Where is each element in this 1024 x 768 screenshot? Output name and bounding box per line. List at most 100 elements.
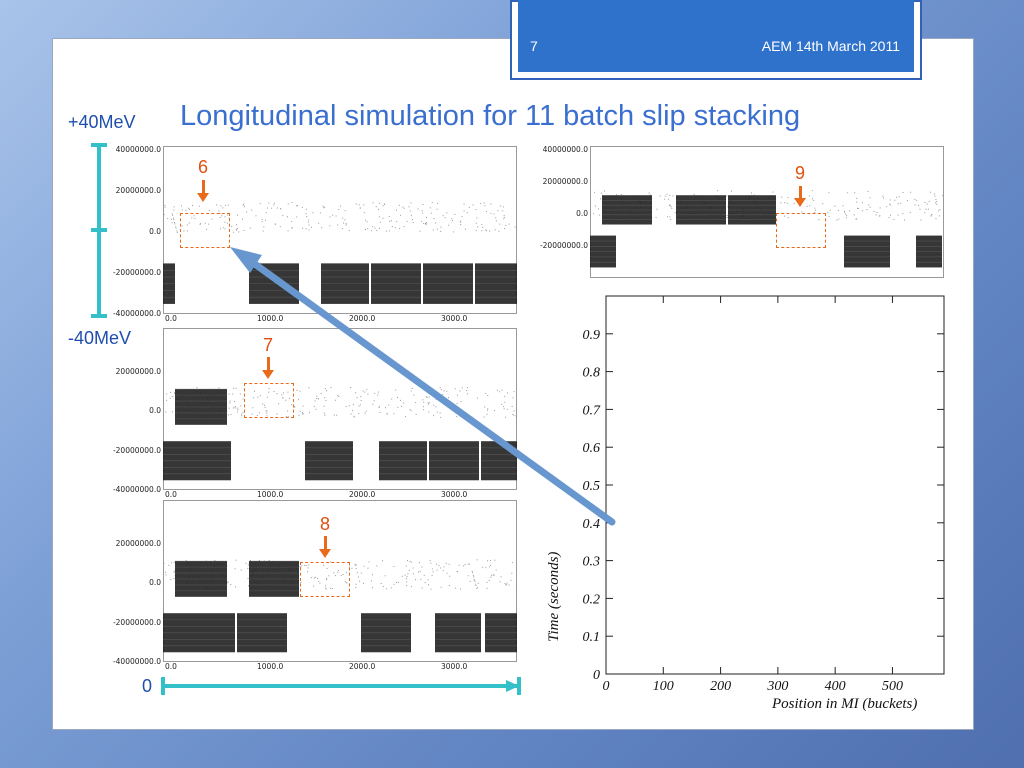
particle-bunch [429, 441, 479, 481]
particle-bunch [435, 613, 481, 653]
slide-footer-text: AEM 14th March 2011 [761, 38, 900, 54]
chart-y-tick-label: 0.7 [583, 403, 602, 418]
particle-bunch [371, 263, 421, 304]
phase-space-y-tick: 20000000.0 [542, 177, 588, 186]
particle-bunch [163, 613, 235, 653]
chart-x-tick-label: 200 [710, 679, 731, 694]
phase-space-y-tick: 0.0 [149, 578, 161, 587]
empty-bucket-marker-8 [300, 562, 350, 597]
chart-y-tick-label: 0.2 [583, 592, 601, 607]
chart-x-axis-label: Position in MI (buckets) [771, 696, 917, 712]
step-number-8: 8 [320, 514, 331, 534]
particle-bunch [321, 263, 369, 304]
particle-bunch [163, 263, 175, 304]
particle-bunch [237, 613, 287, 653]
phase-space-plot [590, 146, 944, 278]
phase-space-x-tick: 0.0 [165, 314, 177, 323]
phase-space-y-tick: -40000000.0 [112, 309, 161, 318]
phase-space-y-tick: 20000000.0 [115, 366, 161, 376]
particle-bunch [916, 235, 942, 268]
particle-bunch [485, 613, 517, 653]
phase-space-y-tick: 0.0 [576, 209, 588, 218]
marker-arrow-8 [324, 536, 327, 550]
step-number-7: 7 [263, 335, 274, 355]
phase-space-plot [163, 328, 517, 490]
particle-bunch [249, 263, 299, 304]
particle-bunch [481, 441, 517, 481]
marker-arrow-6 [202, 180, 205, 194]
chart-y-tick-label: 0.1 [583, 630, 601, 645]
chart-x-tick-label: 300 [766, 679, 788, 694]
chart-y-tick-label: 0.6 [583, 441, 601, 456]
phase-space-y-tick: 40000000.0 [542, 145, 588, 154]
marker-arrow-9 [799, 186, 802, 199]
chart-y-tick-label: 0.8 [583, 366, 601, 381]
marker-arrow-head-9 [794, 198, 806, 207]
chart-y-tick-label: 0.9 [583, 328, 601, 343]
step-number-9: 9 [795, 163, 806, 183]
particle-bunch [728, 195, 776, 225]
phase-space-x-tick: 3000.0 [441, 314, 468, 323]
phase-space-y-tick: -20000000.0 [112, 445, 161, 455]
phase-space-panel-step-7 [163, 328, 517, 490]
chart-x-tick-label: 100 [653, 679, 674, 694]
phase-space-y-tick: -40000000.0 [112, 657, 161, 666]
phase-space-y-tick: 20000000.0 [115, 186, 161, 195]
phase-space-y-tick: 0.0 [149, 227, 161, 236]
marker-arrow-head-6 [197, 193, 209, 202]
chart-y-tick-label: 0 [593, 668, 600, 683]
phase-space-x-tick: 0.0 [165, 662, 177, 671]
slide-number: 7 [530, 38, 538, 54]
slide-title: Longitudinal simulation for 11 batch sli… [180, 100, 801, 132]
phase-space-panel-step-8 [163, 500, 517, 662]
chart-y-axis-label: Time (seconds) [546, 552, 562, 642]
marker-arrow-7 [267, 357, 270, 371]
empty-bucket-marker-6 [180, 213, 230, 248]
chart-x-tick-label: 0 [603, 679, 610, 694]
phase-space-x-tick: 1000.0 [257, 490, 284, 499]
phase-space-x-tick: 1000.0 [257, 314, 284, 323]
slide-header-bar: 7 AEM 14th March 2011 [518, 0, 914, 72]
phase-space-x-tick: 0.0 [165, 490, 177, 499]
particle-bunch [676, 195, 726, 225]
phase-space-y-tick: -20000000.0 [112, 617, 161, 627]
particle-bunch [602, 195, 652, 225]
phase-space-plot [163, 500, 517, 662]
particle-bunch [175, 560, 227, 597]
phase-space-y-tick: -20000000.0 [539, 241, 588, 250]
phase-space-y-tick: 20000000.0 [115, 538, 161, 548]
marker-arrow-head-8 [319, 549, 331, 558]
step-number-6: 6 [198, 157, 209, 177]
phase-space-panel-step-9 [590, 146, 944, 278]
phase-space-x-tick: 2000.0 [349, 490, 376, 499]
slide-header: 7 AEM 14th March 2011 [510, 0, 922, 80]
chart-x-tick-label: 400 [825, 679, 846, 694]
chart-x-tick-label: 500 [882, 679, 903, 694]
phase-space-x-tick: 2000.0 [349, 314, 376, 323]
particle-bunch [423, 263, 473, 304]
particle-bunch [361, 613, 411, 653]
phase-space-x-tick: 1000.0 [257, 662, 284, 671]
particle-bunch [379, 441, 427, 481]
particle-bunch [844, 235, 890, 268]
chart-y-tick-label: 0.5 [583, 479, 601, 494]
chart-y-tick-label: 0.3 [583, 555, 601, 570]
particle-bunch [475, 263, 517, 304]
empty-bucket-marker-9 [776, 213, 826, 248]
energy-scale-bottom-label: -40MeV [68, 328, 132, 348]
particle-bunch [590, 235, 616, 268]
slip-stacking-chart: 0 0.1 0.2 0.3 0.4 0.5 0.6 0.7 0.8 0.9 0 100 200 300 40… [546, 292, 952, 716]
chart-y-tick-label: 0.4 [583, 517, 601, 532]
position-scale-zero-label: 0 [142, 676, 153, 696]
phase-space-y-tick: -20000000.0 [112, 268, 161, 277]
particle-bunch [163, 441, 231, 481]
particle-bunch [175, 388, 227, 425]
energy-scale-top-label: +40MeV [68, 112, 136, 132]
phase-space-y-tick: 40000000.0 [115, 145, 161, 154]
slip-stacking-chart-svg: 0 0.1 0.2 0.3 0.4 0.5 0.6 0.7 0.8 0.9 0 100 200 300 40… [546, 295, 945, 712]
phase-space-y-tick: -40000000.0 [112, 485, 161, 494]
phase-space-x-tick: 2000.0 [349, 662, 376, 671]
empty-bucket-marker-7 [244, 383, 294, 418]
particle-bunch [305, 441, 353, 481]
